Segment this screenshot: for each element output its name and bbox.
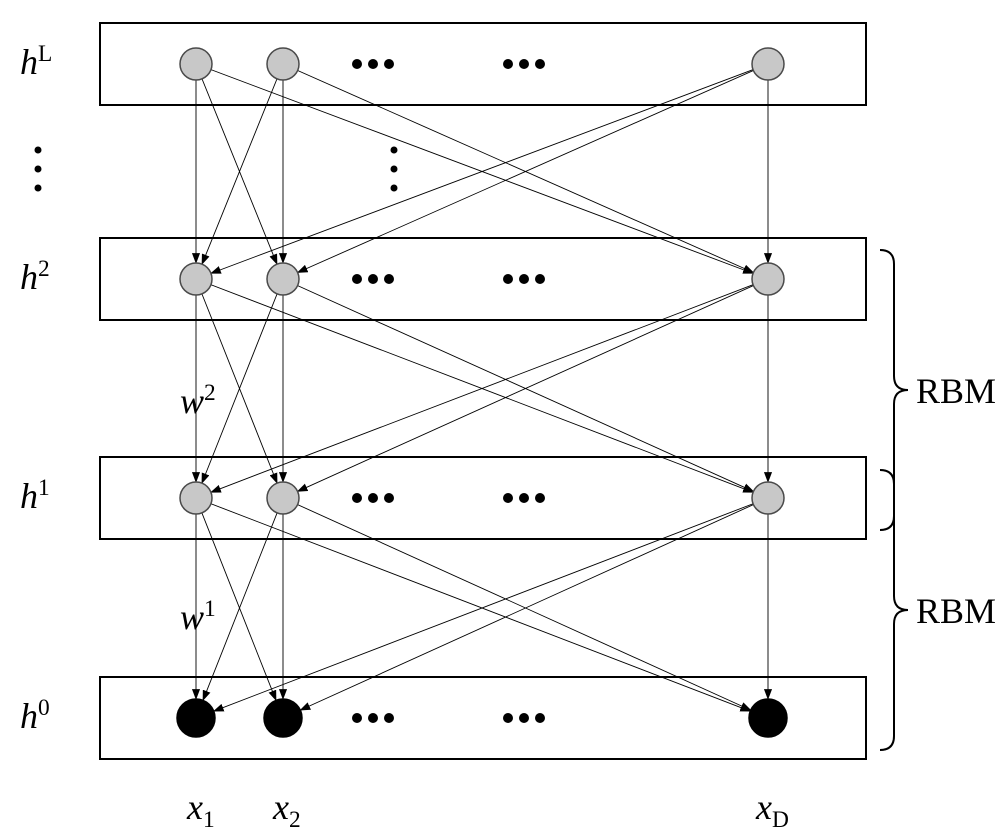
input-label-xD: xD bbox=[756, 786, 789, 834]
brace-label-rbm1: RBM bbox=[916, 590, 996, 632]
input-label-x1: x1 bbox=[187, 786, 215, 834]
layer-label-h0: h0 bbox=[20, 695, 50, 737]
input-label-x2: x2 bbox=[273, 786, 301, 834]
dbn-diagram bbox=[0, 0, 1000, 839]
layer-label-hL: hL bbox=[20, 41, 52, 83]
weight-label-w2: w2 bbox=[180, 380, 216, 422]
layer-label-h1: h1 bbox=[20, 475, 50, 517]
brace-label-rbm2: RBM bbox=[916, 370, 996, 412]
layer-label-h2: h2 bbox=[20, 256, 50, 298]
weight-label-w1: w1 bbox=[180, 596, 216, 638]
